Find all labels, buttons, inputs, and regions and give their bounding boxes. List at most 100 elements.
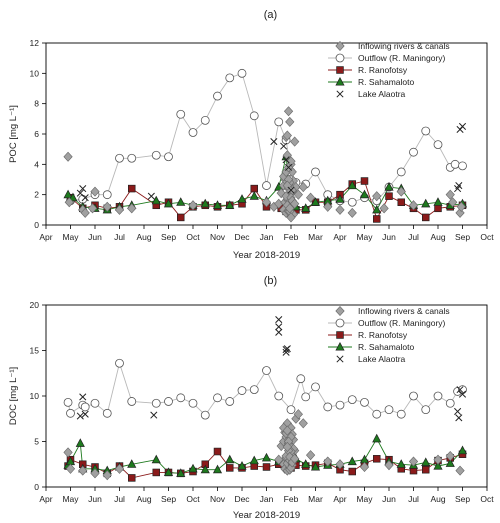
x-tick-label: Oct xyxy=(186,494,200,504)
data-point xyxy=(409,391,418,401)
x-tick-label: Dec xyxy=(234,232,250,242)
data-point xyxy=(384,460,394,471)
x-tick-label: Nov xyxy=(210,494,226,504)
x-tick-label: Dec xyxy=(234,494,250,504)
data-point xyxy=(372,433,382,443)
data-point xyxy=(275,316,283,324)
data-point xyxy=(396,167,406,177)
data-point xyxy=(455,414,463,422)
series-diamond xyxy=(63,409,465,481)
x-tick-label: Nov xyxy=(210,232,226,242)
data-point xyxy=(250,184,259,193)
x-tick-label: May xyxy=(356,494,373,504)
data-point xyxy=(298,418,308,429)
data-point xyxy=(379,203,389,214)
x-stroke xyxy=(150,411,158,419)
data-point xyxy=(80,402,90,412)
chart-panel-a: (a) 0 2 4 6 8 10 12 Apr May Jun Jul Aug Sep Oct Nov Dec J… xyxy=(8,9,494,261)
data-point xyxy=(301,203,311,212)
data-point xyxy=(225,397,235,406)
data-point xyxy=(275,323,283,331)
data-point xyxy=(102,190,112,200)
data-point xyxy=(336,355,344,363)
data-point xyxy=(188,200,198,211)
data-point xyxy=(237,194,247,203)
data-point xyxy=(164,152,173,162)
data-point xyxy=(409,147,418,157)
legend-label: Inflowing rivers & canals xyxy=(358,41,450,51)
data-point xyxy=(421,457,431,466)
data-point xyxy=(213,393,222,403)
data-point xyxy=(176,393,186,403)
data-point xyxy=(115,153,124,163)
x-stroke xyxy=(282,156,290,164)
x-stroke xyxy=(81,194,89,202)
data-point xyxy=(176,468,186,477)
data-point xyxy=(445,189,455,200)
data-point xyxy=(310,197,321,206)
y-tick-label: 10 xyxy=(30,68,40,78)
x-tick-label: Mar xyxy=(308,494,323,504)
x-tick-label: Jul xyxy=(114,232,125,242)
legend-label: R. Ranofotsy xyxy=(358,65,408,75)
data-point xyxy=(282,441,292,453)
data-point xyxy=(213,91,222,101)
data-point xyxy=(237,68,247,78)
data-point xyxy=(237,461,247,470)
x-stroke xyxy=(336,90,344,98)
x-tick-label: Jun xyxy=(88,232,102,242)
data-point xyxy=(347,197,357,207)
data-point xyxy=(90,468,100,479)
data-point xyxy=(457,445,468,455)
y-tick-label: 12 xyxy=(30,38,40,48)
data-point xyxy=(66,408,75,418)
data-point xyxy=(78,465,88,476)
x-stroke xyxy=(275,323,283,331)
data-point xyxy=(128,474,136,482)
data-point xyxy=(63,447,73,458)
x-stroke xyxy=(275,328,283,336)
data-point xyxy=(335,400,345,410)
x-tick-label: Sep xyxy=(455,232,470,242)
data-point xyxy=(336,331,344,339)
data-point xyxy=(283,345,291,353)
data-point xyxy=(287,186,295,194)
data-point xyxy=(336,90,344,98)
data-point xyxy=(249,191,259,200)
x-stroke xyxy=(456,386,464,394)
data-point xyxy=(336,66,344,74)
y-tick-label: 20 xyxy=(30,300,40,310)
data-point xyxy=(301,459,311,468)
data-point xyxy=(347,207,357,218)
x-stroke xyxy=(458,122,467,130)
data-point xyxy=(421,405,431,415)
x-stroke xyxy=(147,192,155,200)
data-point xyxy=(335,305,345,317)
data-point xyxy=(213,447,222,456)
data-point xyxy=(335,204,345,215)
data-point xyxy=(64,197,74,208)
data-point xyxy=(305,450,316,461)
data-point xyxy=(396,409,406,419)
x-tick-label: Jul xyxy=(408,232,419,242)
data-point xyxy=(200,115,210,125)
legend-label: Outflow (R. Maningory) xyxy=(358,53,446,63)
chart-panel-b: (b) 0 5 10 15 20 Apr May Jun Jul Aug Sep Oct Nov Dec Ja… xyxy=(8,275,494,521)
data-point xyxy=(408,456,419,467)
data-point xyxy=(102,470,112,481)
data-point xyxy=(385,192,393,200)
data-point xyxy=(445,458,455,467)
legend-label: R. Ranofotsy xyxy=(358,330,408,340)
data-point xyxy=(261,452,272,462)
data-point xyxy=(335,76,345,86)
x-tick-label: Apr xyxy=(39,232,52,242)
data-point xyxy=(458,122,467,130)
legend-label: Outflow (R. Maningory) xyxy=(358,318,446,328)
data-point xyxy=(384,405,394,415)
data-point xyxy=(323,201,333,212)
data-point xyxy=(285,203,295,214)
data-point xyxy=(373,215,381,223)
data-point xyxy=(76,412,84,420)
x-tick-label: Apr xyxy=(333,494,346,504)
legend-label: Lake Alaotra xyxy=(358,354,406,364)
